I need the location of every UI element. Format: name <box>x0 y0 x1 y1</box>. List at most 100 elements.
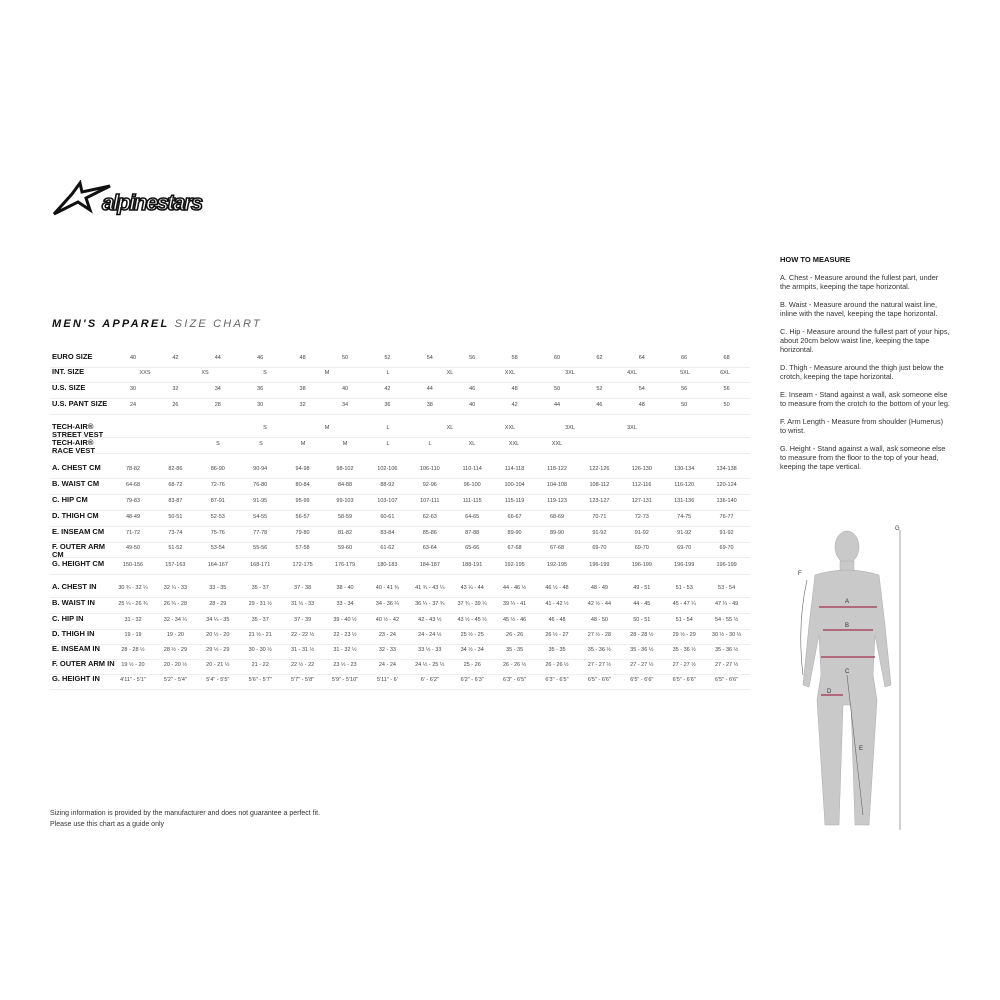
table-cell: 89-90 <box>549 530 565 536</box>
table-cell: 180-183 <box>377 562 398 568</box>
table-cell: 91-92 <box>634 530 649 536</box>
table-cell: 28 - 28 ½ <box>630 632 654 638</box>
table-cell: 36 <box>384 402 391 408</box>
table-cell: 5'6" - 5'7" <box>248 677 272 683</box>
measure-height: G. Height - Stand against a wall, ask so… <box>780 444 946 471</box>
table-cell: XL <box>446 370 454 376</box>
table-cell: 68-69 <box>549 514 565 520</box>
table-cell: 26 - 26 ½ <box>545 662 569 668</box>
label-f: F <box>798 571 802 577</box>
table-cell: 35 - 36 ½ <box>587 647 612 653</box>
table-cell: 31 - 31 ½ <box>290 647 315 653</box>
table-cell: 52-53 <box>210 514 225 520</box>
row-label: F. OUTER ARM CM <box>52 542 106 559</box>
table-cell: 75-76 <box>210 530 225 536</box>
table-row: TECH-AIR® STREET VEST S M L XL XXL 3XL 3XL <box>50 421 750 439</box>
label-d: D <box>827 689 832 695</box>
table-cell: 67-68 <box>507 545 522 551</box>
table-cell: 56-57 <box>295 514 310 520</box>
table-cell: 44 - 46 ½ <box>502 585 527 591</box>
table-cell: 65-66 <box>465 545 480 551</box>
measure-chest: A. Chest - Measure around the fullest pa… <box>780 273 939 291</box>
table-cell: 85-86 <box>422 530 437 536</box>
table-cell: 44 <box>426 386 433 392</box>
table-cell: 48 - 49 <box>590 585 608 591</box>
table-cell: 20 - 21 ½ <box>206 662 230 668</box>
table-cell: XXL <box>551 441 563 447</box>
table-cell: 37 - 38 <box>294 585 312 591</box>
table-cell: 38 - 40 <box>336 585 354 591</box>
table-cell: 68-72 <box>168 482 183 488</box>
table-cell: 42 - 43 ½ <box>418 617 442 623</box>
table-cell: 66-67 <box>507 514 522 520</box>
measure-inseam: E. Inseam - Stand against a wall, ask so… <box>780 390 950 408</box>
table-row: E. INSEAM CM 71-72 73-74 75-76 77-78 79-80 81-… <box>50 526 750 543</box>
row-label: TECH-AIR® STREET VEST <box>52 422 104 439</box>
table-cell: 58-59 <box>337 514 353 520</box>
table-cell: 35 - 37 <box>251 585 269 591</box>
table-cell: 69-70 <box>677 545 692 551</box>
table-cell: 4'11" - 5'1" <box>120 677 146 683</box>
table-cell: 54-55 <box>253 514 268 520</box>
table-cell: S <box>216 441 220 447</box>
table-cell: 54 <box>426 355 433 361</box>
table-row: TECH-AIR® RACE VEST S S M M L L XL XXL XXL <box>50 437 750 455</box>
table-cell: 70-71 <box>592 514 607 520</box>
table-cell: 25 ½ - 25 <box>460 632 484 638</box>
table-cell: 33 - 34 <box>336 601 354 607</box>
table-cell: 53 - 54 <box>718 585 736 591</box>
table-cell: 103-107 <box>377 498 398 504</box>
table-cell: 88-92 <box>380 482 395 488</box>
table-cell: 100-104 <box>504 482 525 488</box>
table-cell: 79-83 <box>125 498 141 504</box>
table-cell: 54 - 55 ½ <box>714 617 739 623</box>
table-row: EURO SIZE 40 42 44 46 48 50 52 54 56 58 60 62 64 66 68 <box>50 351 750 368</box>
table-cell: 40 - 41 ¾ <box>375 585 400 591</box>
label-e: E <box>859 746 863 752</box>
row-label: G. HEIGHT CM <box>52 559 105 568</box>
table-cell: 57-58 <box>295 545 310 551</box>
table-cell: 58 <box>511 355 518 361</box>
table-cell: 29 ½ - 29 <box>206 647 230 653</box>
table-cell: 60-61 <box>380 514 395 520</box>
table-cell: 50 <box>341 355 349 361</box>
table-cell: 172-175 <box>292 562 313 568</box>
table-cell: 26 - 26 <box>506 632 524 638</box>
table-cell: 55-56 <box>253 545 268 551</box>
table-cell: 6'5" - 6'6" <box>672 677 696 683</box>
table-cell: 91-92 <box>592 530 607 536</box>
measure-hip: C. Hip - Measure around the fullest part… <box>780 327 950 354</box>
table-cell: 44 - 45 <box>633 601 651 607</box>
table-cell: 42 <box>172 355 179 361</box>
alpinestars-logo: alpinestars <box>52 180 205 216</box>
table-cell: 25 ¼ - 26 ¾ <box>118 601 148 607</box>
table-cell: 42 ½ - 44 <box>587 601 612 607</box>
table-cell: 76-80 <box>253 482 268 488</box>
table-cell: 62 <box>596 355 603 361</box>
table-cell: 79-80 <box>295 530 310 536</box>
table-cell: 27 - 27 ½ <box>714 662 739 668</box>
table-cell: 188-191 <box>462 562 483 568</box>
table-cell: 38 <box>426 402 433 408</box>
table-cell: 27 - 27 ½ <box>672 662 696 668</box>
table-cell: 34 - 36 ¼ <box>375 601 400 607</box>
table-cell: 82-86 <box>168 466 183 472</box>
table-cell: 34 <box>341 402 349 408</box>
table-cell: 52 <box>596 386 603 392</box>
table-cell: 126-130 <box>631 466 652 472</box>
disclaimer-line-2: Please use this chart as a guide only <box>50 821 165 828</box>
table-cell: 196-199 <box>674 562 695 568</box>
table-cell: M <box>342 441 348 447</box>
table-cell: 56 <box>469 355 476 361</box>
table-cell: 26 ¾ - 28 <box>163 601 188 607</box>
table-cell: 36 <box>257 386 264 392</box>
table-cell: 41 - 42 ½ <box>545 601 569 607</box>
table-cell: 39 ¼ - 41 <box>502 601 527 607</box>
label-g: G <box>895 526 900 532</box>
table-cell: 50 <box>553 386 561 392</box>
table-cell: 72-73 <box>634 514 649 520</box>
table-cell: 50-51 <box>168 514 183 520</box>
table-row: F. OUTER ARM CM 49-50 51-52 53-54 55-56 57-58… <box>50 541 750 559</box>
table-cell: M <box>324 370 330 376</box>
table-cell: 46 ½ - 48 <box>545 585 569 591</box>
